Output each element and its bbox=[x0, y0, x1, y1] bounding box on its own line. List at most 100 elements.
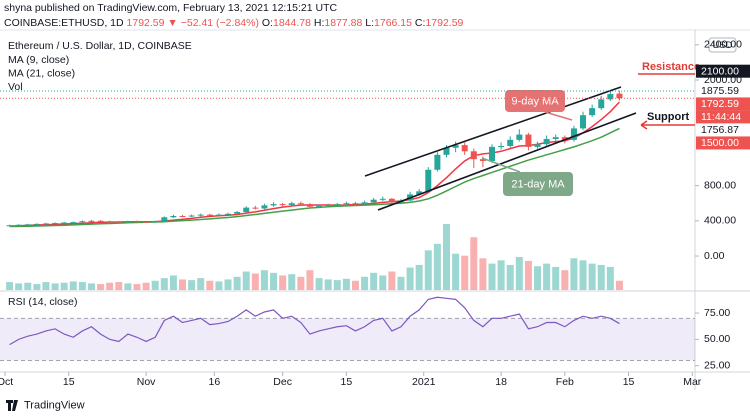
chart-title: RSI (14, close) bbox=[8, 296, 77, 308]
publisher-line: shyna published on TradingView.com, Febr… bbox=[4, 2, 338, 14]
rsi-line bbox=[9, 296, 620, 346]
candle-body bbox=[70, 222, 77, 224]
volume-bar bbox=[461, 255, 469, 290]
volume-bar bbox=[233, 276, 241, 290]
callout-box bbox=[503, 172, 573, 196]
price-label: 1792.59 bbox=[701, 98, 739, 110]
volume-bar bbox=[297, 276, 305, 290]
volume-bar bbox=[543, 263, 551, 290]
volume-bar bbox=[133, 284, 141, 290]
candle-body bbox=[316, 205, 323, 207]
volume-bar bbox=[561, 270, 569, 290]
price-label: 1756.87 bbox=[701, 124, 739, 136]
candle-body bbox=[170, 215, 177, 218]
volume-bar bbox=[361, 276, 369, 290]
resistance-label: Resistance bbox=[642, 61, 700, 73]
volume-bar bbox=[615, 280, 623, 290]
volume-bar bbox=[497, 260, 505, 290]
candle-body bbox=[152, 221, 159, 223]
volume-bar bbox=[169, 275, 177, 290]
candle-body bbox=[261, 205, 268, 209]
change: ▼ −52.41 (−2.84%) bbox=[167, 17, 259, 29]
candle-body bbox=[15, 224, 22, 226]
volume-bar bbox=[424, 250, 432, 290]
volume-bar bbox=[488, 263, 496, 290]
candle-body bbox=[106, 221, 113, 223]
candle-body bbox=[379, 198, 386, 200]
candle-body bbox=[188, 215, 195, 217]
x-tick-label: Nov bbox=[137, 376, 156, 388]
volume-bar bbox=[479, 258, 487, 290]
candle-body bbox=[225, 213, 232, 215]
y-tick-label: 400.00 bbox=[704, 215, 736, 227]
x-tick-label: 15 bbox=[341, 376, 353, 388]
rsi-band bbox=[0, 318, 695, 361]
volume-bar bbox=[470, 237, 478, 290]
plot-area bbox=[0, 90, 695, 361]
volume-bar bbox=[242, 271, 250, 290]
y-tick-label: 25.00 bbox=[704, 359, 730, 371]
ohlc-value: 1792.59 bbox=[425, 17, 463, 29]
volume-bar bbox=[388, 271, 396, 290]
y-tick-label: 800.00 bbox=[704, 179, 736, 191]
candle-body bbox=[252, 207, 259, 209]
brand: TradingView bbox=[24, 399, 85, 411]
candle-body bbox=[325, 204, 332, 206]
candle-body bbox=[179, 215, 186, 217]
callout-pointer bbox=[544, 111, 573, 121]
candle-body bbox=[580, 115, 587, 129]
candle-body bbox=[143, 221, 150, 223]
candle-body bbox=[270, 204, 277, 206]
symbol: COINBASE:ETHUSD, 1D bbox=[4, 17, 124, 29]
ohlc-label: C: bbox=[415, 17, 426, 29]
volume-bar bbox=[160, 278, 168, 290]
price-label-box bbox=[696, 64, 750, 78]
candle-body bbox=[598, 99, 605, 109]
candle-body bbox=[507, 139, 514, 147]
candle-body bbox=[88, 220, 95, 222]
candle-body bbox=[343, 203, 350, 205]
volume-bar bbox=[379, 275, 387, 290]
volume-bar bbox=[506, 264, 514, 290]
volume-bar bbox=[87, 283, 95, 290]
candle-body bbox=[561, 137, 568, 140]
volume-bar bbox=[415, 264, 423, 290]
candle-body bbox=[479, 159, 486, 161]
x-tick-label: 15 bbox=[63, 376, 75, 388]
candle-body bbox=[306, 204, 313, 207]
volume-bar bbox=[69, 281, 77, 290]
volume-bar bbox=[588, 263, 596, 290]
candle-body bbox=[24, 224, 31, 226]
candle-body bbox=[33, 223, 40, 225]
candle-body bbox=[434, 154, 441, 170]
ohlc-label: L: bbox=[365, 17, 374, 29]
candle-body bbox=[42, 223, 49, 225]
candle-body bbox=[279, 204, 286, 206]
price-label: 1875.59 bbox=[701, 85, 739, 97]
candle-body bbox=[461, 145, 468, 152]
volume-bar bbox=[115, 282, 123, 290]
candle-body bbox=[334, 204, 341, 206]
candle-body bbox=[361, 202, 368, 205]
volume-bar bbox=[142, 282, 150, 290]
candle-body bbox=[589, 108, 596, 116]
legend-entry: MA (21, close) bbox=[8, 67, 75, 79]
volume-bar bbox=[342, 278, 350, 290]
logo bbox=[6, 400, 18, 411]
candle-body bbox=[115, 221, 122, 223]
support-label: Support bbox=[647, 111, 689, 123]
legend-entry: MA (9, close) bbox=[8, 54, 69, 66]
candle-body bbox=[206, 214, 213, 216]
y-tick-label: 0.00 bbox=[704, 250, 725, 262]
y-tick-label: 2400.00 bbox=[704, 39, 742, 51]
volume-bar bbox=[370, 272, 378, 290]
candle-body bbox=[97, 220, 104, 222]
candle-body bbox=[124, 221, 131, 223]
quote-line: COINBASE:ETHUSD, 1D 1792.59 ▼ −52.41 (−2… bbox=[4, 17, 464, 29]
ohlc-value: 1766.15 bbox=[374, 17, 412, 29]
price-label: 2100.00 bbox=[701, 65, 739, 77]
candle-body bbox=[370, 199, 377, 203]
candle-body bbox=[552, 137, 559, 139]
price-label-box bbox=[696, 97, 750, 111]
